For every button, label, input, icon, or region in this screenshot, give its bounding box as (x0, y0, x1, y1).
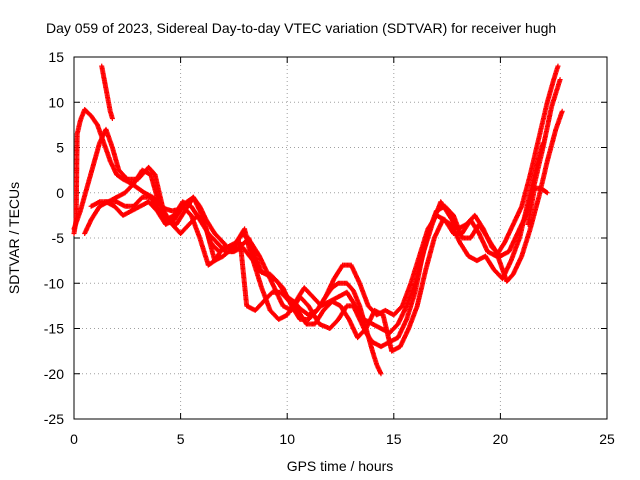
data-series (71, 108, 565, 350)
x-tick-label: 20 (493, 431, 509, 447)
data-series (99, 63, 115, 121)
y-tick-label: -25 (44, 411, 64, 427)
y-axis-label: SDTVAR / TECUs (6, 182, 22, 294)
data-point (557, 77, 563, 83)
y-tick-label: -15 (44, 321, 64, 337)
y-tick-label: -5 (52, 230, 65, 246)
x-tick-label: 0 (70, 431, 78, 447)
data-marks (71, 63, 565, 377)
data-point (378, 371, 384, 377)
data-point (555, 63, 561, 69)
data-point (543, 189, 549, 195)
chart-title: Day 059 of 2023, Sidereal Day-to-day VTE… (46, 20, 556, 36)
y-tick-label: 5 (56, 140, 64, 156)
axis-ticks: 0 5 10 15 20 25 15 10 5 0 -5 -10 -15 -20 -25 (44, 49, 615, 447)
x-tick-label: 10 (279, 431, 295, 447)
data-series (88, 63, 561, 322)
x-tick-label: 25 (599, 431, 615, 447)
y-tick-label: -20 (44, 366, 64, 382)
y-tick-label: 15 (48, 49, 64, 65)
data-point (109, 116, 115, 121)
x-tick-label: 5 (177, 431, 185, 447)
data-point (544, 190, 550, 196)
data-point (559, 108, 565, 114)
y-tick-label: -10 (44, 275, 64, 291)
data-series (103, 140, 546, 354)
x-tick-label: 15 (386, 431, 402, 447)
data-point (540, 140, 546, 146)
data-series (525, 185, 550, 227)
y-tick-label: 0 (56, 185, 64, 201)
x-axis-label: GPS time / hours (287, 458, 394, 474)
y-tick-label: 10 (48, 94, 64, 110)
